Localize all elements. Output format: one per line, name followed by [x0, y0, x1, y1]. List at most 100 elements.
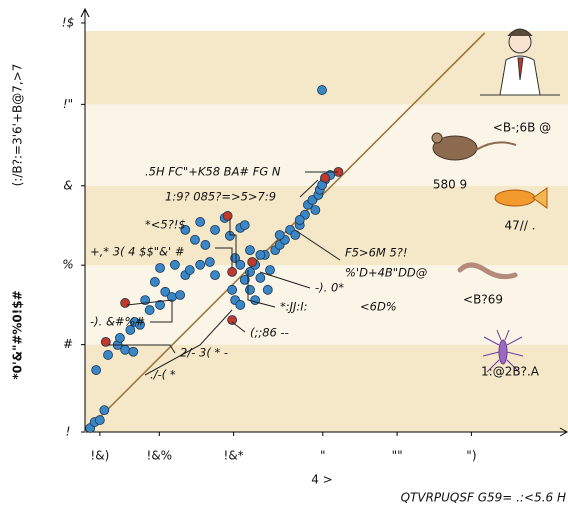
point — [184, 265, 195, 275]
y-tick-label: !$ — [62, 15, 74, 29]
annotation: +,* 3( 4 $$"&' # — [90, 245, 184, 259]
band — [85, 30, 568, 105]
x-tick-label: !&* — [224, 449, 244, 463]
point — [235, 300, 246, 310]
point — [250, 295, 261, 306]
point — [91, 365, 102, 375]
labels: !#%&!"!$!&) !&% !&* " "" ")(:/B?:=3'6'+B@7,>7… — [11, 15, 567, 504]
x-tick-label: " — [320, 449, 326, 463]
x-tick-label: !&) — [90, 449, 109, 463]
trend-line — [84, 32, 486, 433]
axis-arrow — [80, 7, 90, 18]
icon-fly — [482, 329, 524, 373]
annotation: %'D+4B"DD@ — [345, 266, 427, 280]
annotation: -). 0* — [315, 281, 344, 295]
point — [190, 234, 200, 245]
point — [160, 286, 171, 297]
point — [239, 274, 250, 285]
x-label: 4 > — [311, 473, 333, 487]
y-label: (:/B?:=3'6'+B@7,>7 — [11, 64, 25, 187]
point — [195, 217, 206, 227]
point — [255, 273, 266, 283]
y-label: *0'&"#%0!$# — [11, 290, 25, 379]
leader-line — [229, 218, 237, 265]
point — [195, 259, 206, 270]
point — [99, 405, 110, 416]
y-tick-label: & — [63, 178, 72, 192]
leader-line — [299, 179, 319, 198]
icons — [431, 28, 560, 373]
band — [85, 185, 568, 266]
point — [103, 350, 113, 360]
point — [222, 211, 233, 221]
point — [210, 270, 220, 281]
point — [310, 205, 321, 215]
leader-line — [144, 309, 233, 376]
point — [125, 325, 136, 335]
y-tick-label: # — [63, 337, 73, 351]
band — [85, 265, 568, 345]
point — [255, 249, 266, 260]
bands — [85, 30, 568, 432]
point — [230, 253, 241, 263]
leader-line — [126, 299, 173, 323]
x-tick-label: ") — [466, 449, 476, 463]
point — [294, 215, 305, 225]
point — [265, 265, 275, 275]
icon-mouse — [431, 132, 517, 161]
annotation: F5>6M 5?! — [345, 246, 408, 260]
annotation: *<5?!$ — [145, 218, 186, 232]
point — [120, 344, 131, 355]
point — [155, 263, 165, 273]
annotation: -). &#%# — [90, 315, 145, 329]
annotation: <6D% — [360, 300, 397, 314]
x-tick-label: !&% — [147, 449, 173, 463]
point — [210, 224, 220, 235]
point — [245, 245, 255, 256]
point — [247, 257, 258, 267]
leader-line — [294, 229, 341, 261]
point — [128, 346, 139, 357]
axis-arrow — [559, 427, 568, 437]
y-tick-label: !" — [63, 97, 73, 111]
point — [245, 284, 255, 295]
icon-label: 580 9 — [433, 178, 467, 192]
point — [239, 220, 250, 230]
plot — [80, 7, 568, 437]
point — [317, 85, 327, 95]
point — [170, 259, 180, 270]
icon-label: 47// . — [505, 219, 536, 233]
icon-label: 1:@2B?.A — [481, 365, 540, 379]
point — [227, 267, 238, 277]
point — [94, 415, 105, 425]
icon-person — [480, 28, 560, 96]
point — [144, 305, 155, 315]
point — [262, 284, 273, 295]
annotation: (;;86 -- — [250, 326, 289, 340]
point — [175, 290, 186, 300]
point — [227, 284, 238, 295]
annotation: 1:9? 085?=>5>7:9 — [165, 190, 276, 204]
leader-line — [247, 270, 276, 308]
icon-label: <B?69 — [463, 293, 503, 307]
annotation: 2/- 3( * - — [180, 346, 228, 360]
icon-fish — [494, 187, 548, 209]
leader-line — [231, 321, 246, 333]
leader-lines — [108, 171, 341, 376]
point — [155, 300, 165, 310]
point — [149, 276, 160, 287]
x-tick-label: "" — [392, 449, 403, 463]
point — [120, 298, 131, 308]
point — [235, 259, 246, 270]
leader-line — [259, 271, 311, 289]
annotation: ./-( * — [150, 368, 176, 382]
y-tick-label: ! — [66, 425, 71, 439]
band — [85, 344, 568, 432]
point — [100, 336, 111, 347]
annotation: *:JJ:I: — [280, 300, 308, 314]
point — [274, 230, 285, 240]
point — [135, 319, 145, 330]
annotation: .5H FC"+K58 BA# FG N — [145, 165, 281, 179]
point — [227, 315, 238, 325]
